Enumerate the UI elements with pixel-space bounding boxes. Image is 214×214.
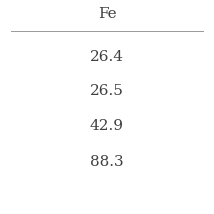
Text: 26.5: 26.5	[90, 84, 124, 98]
Text: 88.3: 88.3	[90, 155, 124, 169]
Text: 26.4: 26.4	[90, 50, 124, 64]
Text: Fe: Fe	[98, 7, 116, 21]
Text: 42.9: 42.9	[90, 119, 124, 133]
